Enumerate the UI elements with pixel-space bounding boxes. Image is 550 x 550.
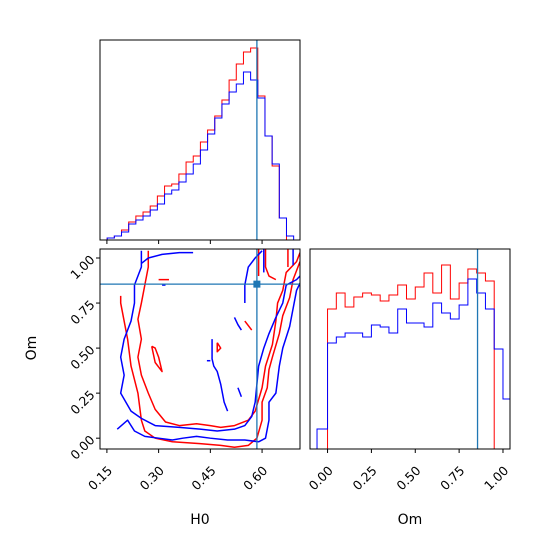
h0-histogram-frame bbox=[99, 39, 301, 241]
y-axis-label-om: Om bbox=[24, 336, 40, 361]
contour-series-1-line-5 bbox=[237, 387, 243, 398]
om-histogram-frame bbox=[309, 248, 511, 450]
h0-histogram-series-1 bbox=[100, 71, 300, 240]
contour-frame bbox=[99, 248, 301, 450]
h0-histogram-panel bbox=[99, 39, 301, 244]
x-axis-label-h0: H0 bbox=[190, 512, 209, 528]
contour-series-1-line-1 bbox=[140, 251, 194, 265]
contour-series-0-line-5 bbox=[244, 320, 253, 331]
truth-point-marker bbox=[253, 280, 261, 288]
om-histogram-series-0 bbox=[317, 264, 510, 449]
contour-series-0-line-0 bbox=[137, 250, 300, 429]
x-axis-label-om: Om bbox=[398, 512, 423, 528]
contour-series-0-line-7 bbox=[264, 249, 277, 281]
contour-series-1-line-3 bbox=[211, 339, 229, 412]
contour-series-1-line-6 bbox=[233, 317, 243, 331]
contour-series-1-line-0 bbox=[119, 250, 300, 432]
contour-series-1-line-2 bbox=[116, 282, 300, 443]
contour-series-0-line-1 bbox=[119, 261, 300, 448]
om-histogram-series-1 bbox=[316, 278, 510, 449]
contour-series-0-line-2 bbox=[150, 345, 163, 373]
contour-series-0-line-4 bbox=[216, 342, 222, 353]
